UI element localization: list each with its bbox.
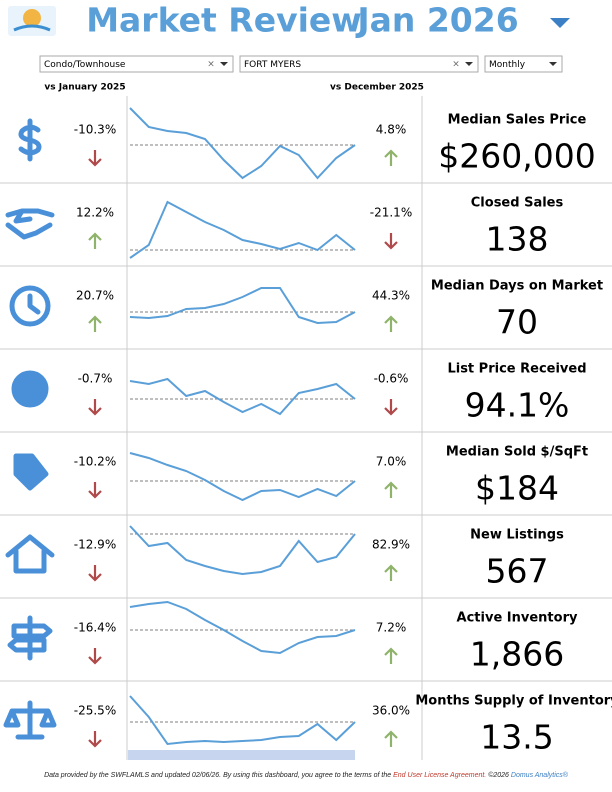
sparkline — [129, 107, 356, 180]
metric-value: 13.5 — [480, 718, 553, 757]
mom-change: 44.3% — [372, 289, 410, 303]
mom-change: -21.1% — [370, 206, 412, 220]
range-bar[interactable] — [128, 750, 355, 760]
yoy-change: -10.3% — [74, 123, 116, 137]
mom-arrow — [384, 149, 398, 166]
filter-clear[interactable]: × — [452, 60, 460, 70]
yoy-arrow — [88, 648, 102, 665]
metric-value: $260,000 — [438, 137, 595, 176]
yoy-arrow — [88, 150, 102, 167]
filter-caret — [549, 62, 557, 66]
mom-arrow — [384, 315, 398, 332]
logo-wave — [13, 24, 51, 32]
icon-sign — [7, 615, 53, 661]
yoy-change: -12.9% — [74, 538, 116, 552]
footer-text: Data provided by the SWFLAMLS and update… — [44, 772, 392, 779]
mom-change: 36.0% — [372, 704, 410, 718]
metric-name: Median Sales Price — [448, 113, 587, 128]
logo-sun — [23, 9, 41, 27]
mom-arrow — [384, 730, 398, 747]
yoy-header: vs January 2025 — [44, 83, 125, 93]
yoy-change: -25.5% — [74, 704, 116, 718]
metric-value: 138 — [486, 220, 549, 259]
metric-value: 567 — [486, 552, 549, 591]
sparkline — [129, 695, 356, 746]
yoy-change: 20.7% — [76, 289, 114, 303]
yoy-arrow — [88, 482, 102, 499]
yoy-change: 12.2% — [76, 206, 114, 220]
icon-dollar — [18, 118, 42, 162]
credit: ©2026 — [488, 772, 509, 779]
filter-select[interactable] — [239, 55, 479, 73]
mom-change: -0.6% — [374, 372, 409, 386]
metric-name: Median Sold $/SqFt — [446, 445, 588, 460]
sparkline — [129, 600, 356, 655]
icon-clock — [9, 285, 51, 327]
mom-arrow — [384, 647, 398, 664]
filter-select[interactable] — [484, 55, 563, 73]
yoy-arrow — [88, 565, 102, 582]
yoy-change: -16.4% — [74, 621, 116, 635]
dashboard: Market Review Jan 2026 vs January 2025 v… — [0, 1, 612, 760]
yoy-change: -10.2% — [74, 455, 116, 469]
period-dropdown[interactable] — [550, 18, 570, 28]
title: Market Review — [86, 1, 362, 40]
sparkline — [129, 525, 356, 576]
yoy-arrow — [88, 399, 102, 416]
mom-change: 7.2% — [376, 621, 407, 635]
metric-name: Active Inventory — [457, 611, 578, 626]
sparkline — [129, 452, 356, 502]
brand[interactable]: Domus Analytics® — [510, 772, 568, 779]
mom-arrow — [384, 399, 398, 416]
mom-arrow — [384, 564, 398, 581]
sparkline — [129, 287, 356, 325]
icon-scale — [3, 700, 57, 740]
metric-name: Closed Sales — [471, 196, 564, 211]
icon-tag — [13, 453, 49, 491]
mom-change: 4.8% — [376, 123, 407, 137]
filter-caret — [465, 62, 473, 66]
mom-header: vs December 2025 — [330, 83, 424, 93]
metric-value: 70 — [496, 303, 538, 342]
license-link[interactable]: End User License Agreement. — [393, 772, 487, 779]
metric-value: 1,866 — [470, 635, 564, 674]
sparkline — [129, 377, 356, 416]
footer: Data provided by the SWFLAMLS and update… — [0, 772, 612, 779]
yoy-arrow — [88, 731, 102, 748]
yoy-arrow — [88, 315, 102, 332]
metric-name: List Price Received — [447, 362, 586, 377]
icon-handshake — [5, 208, 55, 240]
filter-value: Condo/Townhouse — [44, 60, 126, 70]
metric-name: New Listings — [470, 528, 564, 543]
sparkline — [129, 200, 356, 259]
metric-value: $184 — [475, 469, 559, 508]
filter-value: FORT MYERS — [244, 60, 301, 70]
yoy-arrow — [88, 232, 102, 249]
filter-select[interactable] — [39, 55, 234, 73]
yoy-change: -0.7% — [78, 372, 113, 386]
filter-clear[interactable]: × — [207, 60, 215, 70]
mom-change: 82.9% — [372, 538, 410, 552]
filter-caret — [220, 62, 228, 66]
period: Jan 2026 — [355, 1, 518, 40]
icon-house — [5, 534, 55, 574]
logo — [8, 6, 56, 36]
mom-arrow — [384, 481, 398, 498]
icon-gauge — [11, 370, 49, 408]
mom-arrow — [384, 233, 398, 250]
filter-value: Monthly — [489, 60, 526, 70]
mom-change: 7.0% — [376, 455, 407, 469]
metric-name: Median Days on Market — [431, 279, 603, 294]
metric-name: Months Supply of Inventory — [415, 694, 612, 709]
metric-value: 94.1% — [465, 386, 570, 425]
